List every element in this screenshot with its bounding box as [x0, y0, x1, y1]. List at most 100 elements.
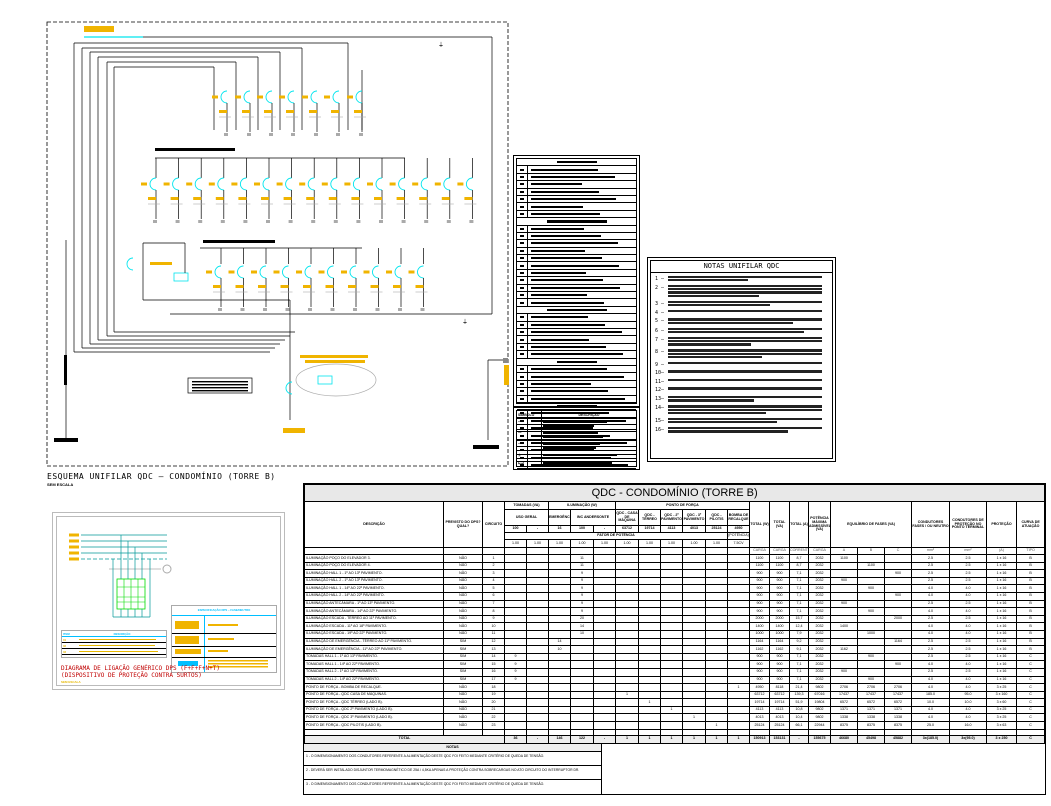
row-total-va: 8118	[769, 683, 790, 692]
legend-section-header	[517, 403, 636, 411]
legend-row	[517, 395, 636, 403]
breaker-icon	[327, 265, 334, 279]
row-load-quantity	[660, 569, 683, 578]
terminal-icon	[269, 133, 273, 136]
row-total-w: 1400	[749, 622, 770, 631]
row-phase-b: 1371	[857, 705, 885, 715]
total-value: -	[789, 734, 809, 744]
row-load-quantity	[615, 660, 639, 669]
table-row: PONTO DE FORÇA - QDC CASA DE MÁQUINAS. NÃ…	[304, 690, 1046, 700]
breaker-rating-label	[464, 197, 473, 200]
row-protection: 3 x 160	[986, 690, 1017, 700]
note-text	[668, 426, 828, 434]
terminal-icon	[333, 220, 338, 223]
row-load-quantity	[727, 554, 750, 563]
total-value: 155675	[808, 734, 831, 744]
row-load-quantity	[615, 607, 639, 616]
row-curve: B	[1015, 569, 1046, 578]
row-max-power: 2032	[808, 576, 831, 586]
row-protection: 1 x 16	[986, 652, 1017, 662]
bus-label	[203, 240, 275, 243]
breaker-rating-label	[441, 197, 450, 200]
load-col-header: INC ANDERSONTE	[570, 509, 616, 526]
note-item: 4 –	[655, 309, 828, 316]
total-load: -	[526, 734, 549, 744]
row-load-quantity	[526, 629, 549, 639]
row-load-quantity	[593, 591, 616, 601]
note-item: 9 –	[655, 361, 828, 368]
row-phase-c	[884, 622, 912, 631]
row-protection-conductor: 4.0	[949, 629, 987, 639]
row-load-quantity: 20	[570, 614, 594, 624]
row-load-quantity: 9	[570, 607, 594, 616]
row-curve: B	[1015, 637, 1046, 647]
row-load-quantity: 1	[615, 690, 639, 700]
row-load-quantity	[638, 721, 661, 730]
table-row: ILUMINAÇÃO ESCADA - 11º AO 18º PAVIMENTO…	[304, 622, 1046, 631]
table-row: PONTO DE FORÇA - QDC PILOTIS (LADO B). NÃ…	[304, 721, 1046, 730]
table-row: PONTO DE FORÇA - BOMBA DE RECALQUE. NÃO 18…	[304, 683, 1046, 692]
note-text	[668, 396, 828, 403]
legend-row	[517, 351, 636, 359]
row-load-quantity	[705, 713, 728, 723]
breaker-rating-label	[280, 285, 289, 288]
row-description: PONTO DE FORÇA - BOMBA DE RECALQUE.	[304, 683, 444, 692]
total-load: 122	[570, 734, 594, 744]
note-number: 13–	[655, 396, 665, 403]
row-phase-c: 2706	[884, 683, 912, 692]
row-load-quantity	[593, 660, 616, 669]
breaker-icon	[285, 177, 292, 191]
note-item: 10–	[655, 370, 828, 376]
breaker-icon	[265, 90, 273, 104]
row-load-quantity	[705, 683, 728, 692]
row-load-quantity	[526, 713, 549, 723]
total-load: 146	[548, 734, 571, 744]
row-phase-b	[857, 576, 885, 586]
row-load-quantity	[548, 569, 571, 578]
row-load-quantity	[638, 576, 661, 586]
row-total-a: 9,1	[789, 645, 809, 654]
row-load-quantity	[660, 599, 683, 609]
row-load-quantity	[615, 667, 639, 677]
note-number: 15–	[655, 417, 665, 424]
row-load-quantity	[570, 675, 594, 685]
row-total-va: 19714	[769, 698, 790, 707]
terminal-icon	[420, 308, 425, 311]
row-phase-a: 6572	[830, 698, 858, 707]
row-phase-a	[830, 569, 858, 578]
legend-row	[517, 195, 636, 204]
row-description: ILUMINAÇÃO HALL 2 - 14º AO 22º PAVIMENTO…	[304, 591, 444, 601]
row-load-quantity: 10	[548, 645, 571, 654]
table-row: ILUMINAÇÃO HALL 2 - 14º AO 22º PAVIMENTO…	[304, 591, 1046, 601]
power-factor: 1.00	[593, 539, 616, 548]
row-description: ILUMINAÇÃO ESCADA - 19º AO 22º PAVIMENTO…	[304, 629, 444, 639]
row-protection-conductor: 2.5	[949, 576, 987, 586]
row-protection-conductor: 4.0	[949, 622, 987, 631]
row-circuit: 11	[482, 629, 505, 639]
breaker-rating-label	[306, 197, 315, 200]
row-total-w: 1000	[749, 629, 770, 639]
row-load-quantity	[727, 645, 750, 654]
table-note: 1 - O DIMENSIONAMENTO DOS CONDUTORES REF…	[304, 752, 601, 766]
note-text	[668, 327, 828, 335]
row-curve: C	[1015, 698, 1046, 707]
subheader-empty	[615, 547, 639, 555]
note-item: 6 –	[655, 327, 828, 335]
feeder-label	[305, 360, 365, 363]
row-total-va: 900	[769, 569, 790, 578]
row-load-quantity: 9	[570, 599, 594, 609]
bus-label	[155, 148, 235, 151]
row-total-w: 2000	[749, 614, 770, 624]
circuit-label	[231, 182, 238, 186]
row-total-va: 25124	[769, 721, 790, 730]
row-load-quantity	[504, 561, 527, 571]
row-phase-a	[830, 614, 858, 624]
row-description: ILUMINAÇÃO ESCADA - 11º AO 18º PAVIMENTO…	[304, 622, 444, 631]
terminal-icon	[224, 133, 228, 136]
row-total-w: 4113	[749, 705, 770, 715]
row-phase-a: 17437	[830, 690, 858, 700]
row-load-quantity	[548, 690, 571, 700]
row-dps: NÃO	[443, 591, 483, 601]
row-total-a: 7,1	[789, 607, 809, 616]
dps-items-table: ITEM DESCRIÇÃO 01 02 03	[61, 630, 167, 658]
